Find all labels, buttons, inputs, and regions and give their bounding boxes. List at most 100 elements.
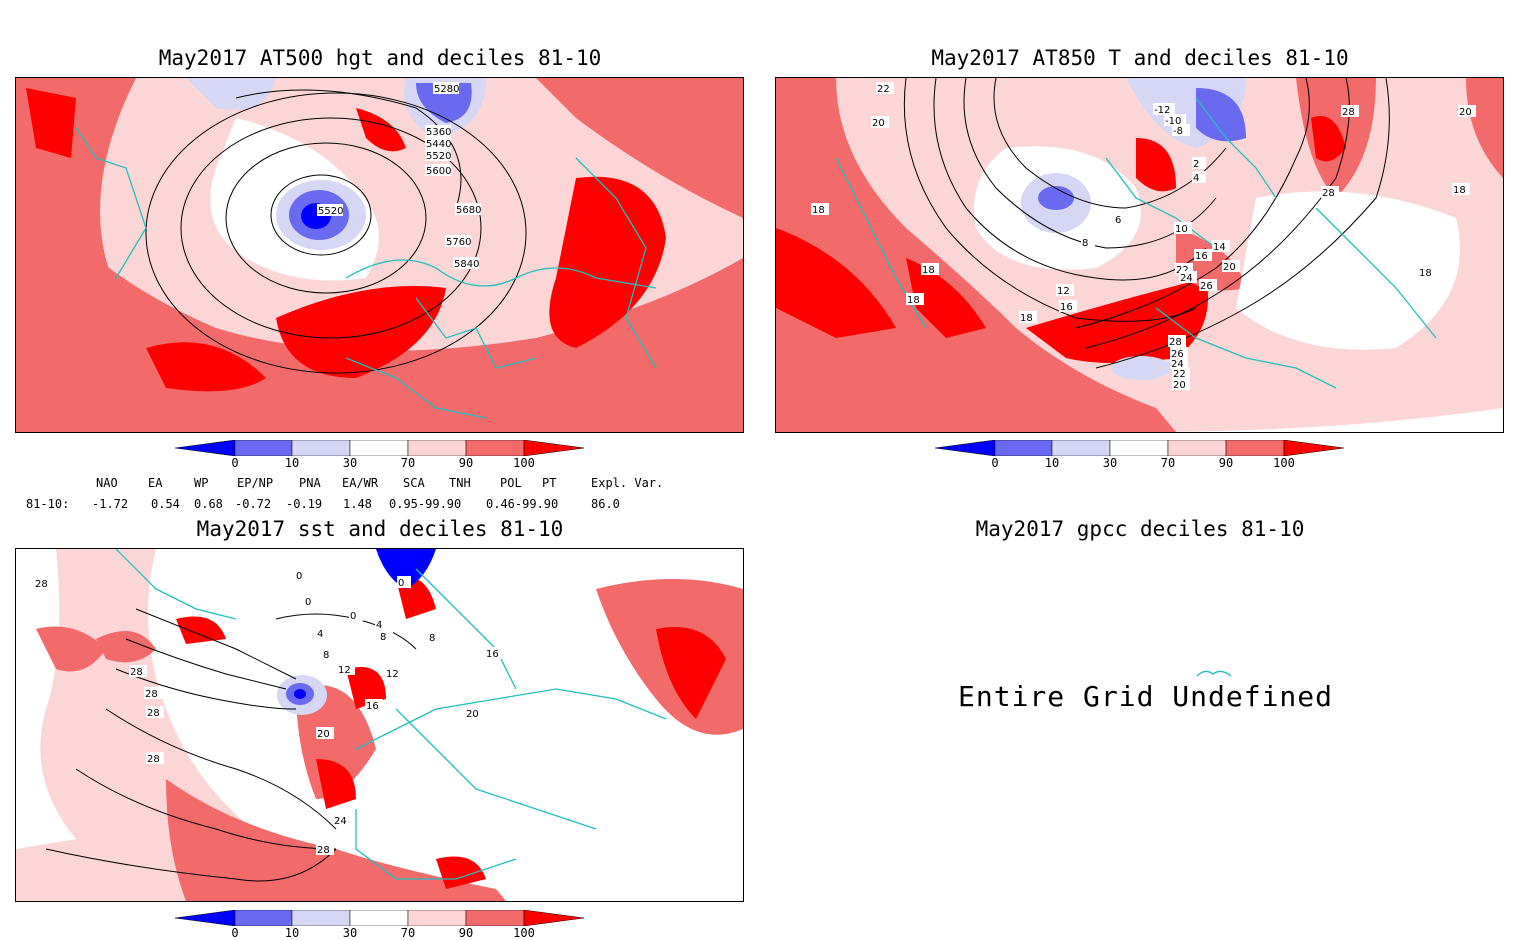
contour-label: 28 [145,689,158,700]
contour-label: 8 [380,632,386,643]
index-value: 86.0 [591,497,620,511]
index-header: NAO [96,476,118,490]
contour-label: 5600 [426,166,451,177]
contour-label: 20 [1223,262,1236,273]
t850-map: 22 20 18 18 18 18 16 12 8 6 4 2 10 14 16… [776,78,1503,432]
contour-label: 18 [1453,185,1466,196]
contour-label: 28 [130,667,143,678]
index-value: 0.54 [151,497,180,511]
colorbar-swatches [935,440,1345,456]
index-value: 0.68 [194,497,223,511]
t850-title: May2017 AT850 T and deciles 81-10 [931,46,1349,70]
colorbar-tick: 0 [231,926,239,940]
contour-label: 18 [907,295,920,306]
contour-label: 20 [317,729,330,740]
colorbar-tick: 100 [513,926,535,940]
contour-label: 5680 [456,205,481,216]
hgt500-title: May2017 AT500 hgt and deciles 81-10 [158,46,602,70]
index-header: EA/WR [342,476,379,490]
colorbar-tick: 90 [458,926,474,940]
index-header: EA [148,476,163,490]
contour-label: 5520 [318,206,343,217]
index-value: -0.72 [235,497,272,511]
contour-label: 0 [296,571,302,582]
contour-label: 16 [1060,302,1073,313]
contour-label: 2 [1193,159,1199,170]
contour-label: 20 [1459,107,1472,118]
contour-label: 20 [1173,380,1186,391]
contour-label: 5520 [426,151,451,162]
contour-label: 12 [338,665,351,676]
index-value: 0.46-99.90 [486,497,559,511]
colorbar-tick: 100 [513,456,535,470]
contour-label: 14 [1213,242,1226,253]
contour-label: 16 [366,701,379,712]
contour-label: 10 [1175,224,1188,235]
contour-label: 0 [398,578,404,589]
contour-label: 26 [1171,349,1184,360]
sst-map: 28 0 0 0 0 4 4 8 8 8 12 12 16 16 20 20 2… [16,549,743,901]
hgt500-map: 5280 5360 5440 5520 5600 5520 5680 5760 … [16,78,743,432]
index-value: 1.48 [343,497,372,511]
contour-label: 16 [486,649,499,660]
index-row-label: 81-10: [26,497,70,511]
index-header: POL [500,476,522,490]
index-header: TNH [449,476,471,490]
contour-label: 5280 [434,84,459,95]
contour-label: 5360 [426,127,451,138]
contour-label: 28 [147,708,160,719]
contour-label: 12 [386,669,399,680]
contour-label: 28 [1322,188,1335,199]
colorbar-tick: 70 [400,456,416,470]
index-header: PNA [299,476,321,490]
hgt500-map-panel: 5280 5360 5440 5520 5600 5520 5680 5760 … [15,77,744,433]
contour-label: 22 [1176,265,1189,276]
contour-label: 24 [1171,359,1184,370]
undefined-grid-marker [1196,670,1232,677]
contour-label: -12 [1154,105,1170,116]
contour-label: 4 [317,629,323,640]
contour-label: 28 [1169,337,1182,348]
contour-label: 18 [1419,268,1432,279]
contour-label: 5760 [446,237,471,248]
colorbar-swatches [175,910,585,926]
contour-label: 0 [350,611,356,622]
contour-label: 28 [147,754,160,765]
contour-label: 24 [334,816,347,827]
colorbar-swatches [175,440,585,456]
contour-label: 18 [812,205,825,216]
colorbar-tick: 10 [1044,456,1060,470]
undefined-grid-message: Entire Grid Undefined [958,680,1334,713]
contour-label: 28 [1342,107,1355,118]
contour-label: 24 [1180,273,1193,284]
contour-label: 6 [1115,215,1121,226]
colorbar-tick: 90 [458,456,474,470]
contour-label: 22 [877,84,890,95]
index-value: -0.19 [286,497,323,511]
index-value: -1.72 [92,497,129,511]
t850-map-panel: 22 20 18 18 18 18 16 12 8 6 4 2 10 14 16… [775,77,1504,433]
index-header: Expl. Var. [591,476,664,490]
sst-map-panel: 28 0 0 0 0 4 4 8 8 8 12 12 16 16 20 20 2… [15,548,744,902]
contour-label: 28 [317,845,330,856]
index-header: WP [194,476,209,490]
contour-label: 5840 [454,259,479,270]
contour-label: 0 [305,597,311,608]
colorbar-tick: 30 [342,456,358,470]
contour-label: 4 [1193,173,1199,184]
sst-colorbar: 0 10 30 70 90 100 [175,910,585,940]
contour-label: 12 [1057,286,1070,297]
colorbar-tick: 90 [1218,456,1234,470]
contour-label: 18 [1020,313,1033,324]
hgt500-colorbar: 0 10 30 70 90 100 [175,440,585,474]
colorbar-tick: 70 [400,926,416,940]
contour-label: 8 [323,650,329,661]
contour-label: 26 [1200,281,1213,292]
contour-label: 8 [429,633,435,644]
contour-label: 22 [1173,369,1186,380]
colorbar-tick: 30 [1102,456,1118,470]
contour-label: 28 [35,579,48,590]
contour-label: 8 [1082,238,1088,249]
contour-label: 20 [466,709,479,720]
colorbar-tick: 30 [342,926,358,940]
